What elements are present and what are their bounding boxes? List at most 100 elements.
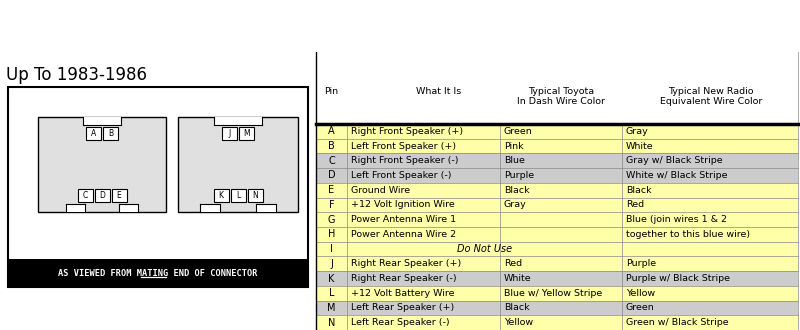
FancyBboxPatch shape — [214, 189, 229, 202]
FancyBboxPatch shape — [66, 204, 86, 212]
FancyBboxPatch shape — [247, 189, 262, 202]
FancyBboxPatch shape — [316, 124, 798, 139]
Text: K: K — [328, 274, 334, 283]
Text: Pin: Pin — [325, 87, 338, 96]
Text: Right Rear Speaker (+): Right Rear Speaker (+) — [351, 259, 462, 268]
FancyBboxPatch shape — [316, 256, 798, 271]
Text: M: M — [327, 303, 336, 313]
Text: together to this blue wire): together to this blue wire) — [626, 230, 750, 239]
Text: E: E — [329, 185, 334, 195]
Text: Black: Black — [504, 303, 530, 313]
Text: Red: Red — [626, 200, 644, 210]
Text: Right Front Speaker (-): Right Front Speaker (-) — [351, 156, 458, 165]
Text: Do Not Use: Do Not Use — [457, 244, 512, 254]
Text: Pink: Pink — [504, 142, 524, 150]
Text: G: G — [328, 214, 335, 225]
Text: AS VIEWED FROM MATING END OF CONNECTOR: AS VIEWED FROM MATING END OF CONNECTOR — [58, 269, 258, 278]
FancyBboxPatch shape — [8, 87, 308, 287]
Text: Right Front Speaker (+): Right Front Speaker (+) — [351, 127, 463, 136]
Text: Toyota Radio Wire Harnesses: Toyota Radio Wire Harnesses — [8, 12, 465, 40]
FancyBboxPatch shape — [111, 189, 126, 202]
Text: I: I — [330, 244, 333, 254]
Text: J: J — [330, 259, 333, 269]
Text: +12 Volt Ignition Wire: +12 Volt Ignition Wire — [351, 200, 454, 210]
FancyBboxPatch shape — [316, 242, 798, 256]
Text: Typical New Radio
Equivalent Wire Color: Typical New Radio Equivalent Wire Color — [660, 87, 762, 106]
FancyBboxPatch shape — [8, 259, 308, 287]
Text: Left Front Speaker (-): Left Front Speaker (-) — [351, 171, 451, 180]
Text: +12 Volt Battery Wire: +12 Volt Battery Wire — [351, 289, 454, 298]
Text: Black: Black — [626, 186, 652, 195]
Text: L: L — [329, 288, 334, 298]
Text: Up To 1983-1986: Up To 1983-1986 — [6, 66, 147, 84]
Text: Purple w/ Black Stripe: Purple w/ Black Stripe — [626, 274, 730, 283]
Text: Right Rear Speaker (-): Right Rear Speaker (-) — [351, 274, 457, 283]
FancyBboxPatch shape — [316, 198, 798, 212]
FancyBboxPatch shape — [316, 139, 798, 153]
FancyBboxPatch shape — [103, 127, 118, 140]
Text: A: A — [91, 129, 96, 138]
Text: Left Rear Speaker (+): Left Rear Speaker (+) — [351, 303, 454, 313]
FancyBboxPatch shape — [316, 153, 798, 168]
Text: Purple: Purple — [504, 171, 534, 180]
Text: White: White — [504, 274, 532, 283]
FancyBboxPatch shape — [118, 204, 138, 212]
Text: C: C — [328, 156, 335, 166]
Text: Purple: Purple — [626, 259, 656, 268]
Text: Green: Green — [504, 127, 533, 136]
FancyBboxPatch shape — [38, 117, 166, 212]
FancyBboxPatch shape — [178, 117, 298, 212]
FancyBboxPatch shape — [83, 117, 122, 125]
Text: J: J — [228, 129, 230, 138]
FancyBboxPatch shape — [222, 127, 237, 140]
Text: N: N — [252, 191, 258, 200]
Text: B: B — [328, 141, 335, 151]
FancyBboxPatch shape — [214, 117, 262, 125]
FancyBboxPatch shape — [200, 204, 220, 212]
Text: K: K — [218, 191, 223, 200]
Text: F: F — [329, 200, 334, 210]
Text: L: L — [236, 191, 240, 200]
Text: C: C — [82, 191, 88, 200]
Text: Yellow: Yellow — [626, 289, 655, 298]
Text: B: B — [108, 129, 113, 138]
FancyBboxPatch shape — [316, 271, 798, 286]
Text: M: M — [243, 129, 250, 138]
FancyBboxPatch shape — [316, 168, 798, 183]
Text: Yellow: Yellow — [504, 318, 533, 327]
Text: White w/ Black Stripe: White w/ Black Stripe — [626, 171, 727, 180]
Text: Blue (join wires 1 & 2: Blue (join wires 1 & 2 — [626, 215, 727, 224]
Text: Blue w/ Yellow Stripe: Blue w/ Yellow Stripe — [504, 289, 602, 298]
Text: Green w/ Black Stripe: Green w/ Black Stripe — [626, 318, 729, 327]
FancyBboxPatch shape — [316, 301, 798, 315]
Text: Gray: Gray — [504, 200, 526, 210]
Text: What It Is: What It Is — [416, 87, 462, 96]
FancyBboxPatch shape — [230, 189, 246, 202]
FancyBboxPatch shape — [78, 189, 93, 202]
FancyBboxPatch shape — [316, 286, 798, 301]
Text: D: D — [328, 171, 335, 181]
Text: H: H — [328, 229, 335, 239]
FancyBboxPatch shape — [94, 189, 110, 202]
FancyBboxPatch shape — [86, 127, 101, 140]
FancyBboxPatch shape — [316, 227, 798, 242]
Text: E: E — [117, 191, 122, 200]
Text: Power Antenna Wire 2: Power Antenna Wire 2 — [351, 230, 456, 239]
Text: N: N — [328, 318, 335, 328]
Text: Power Antenna Wire 1: Power Antenna Wire 1 — [351, 215, 456, 224]
FancyBboxPatch shape — [316, 315, 798, 330]
FancyBboxPatch shape — [316, 212, 798, 227]
Text: Red: Red — [504, 259, 522, 268]
Text: Typical Toyota
In Dash Wire Color: Typical Toyota In Dash Wire Color — [517, 87, 605, 106]
Text: Green: Green — [626, 303, 654, 313]
Text: White: White — [626, 142, 654, 150]
Text: Gray: Gray — [626, 127, 649, 136]
Text: Left Front Speaker (+): Left Front Speaker (+) — [351, 142, 456, 150]
FancyBboxPatch shape — [239, 127, 254, 140]
Text: Blue: Blue — [504, 156, 525, 165]
Text: Gray w/ Black Stripe: Gray w/ Black Stripe — [626, 156, 722, 165]
FancyBboxPatch shape — [316, 183, 798, 198]
FancyBboxPatch shape — [256, 204, 277, 212]
Text: Black: Black — [504, 186, 530, 195]
Text: A: A — [328, 126, 335, 136]
